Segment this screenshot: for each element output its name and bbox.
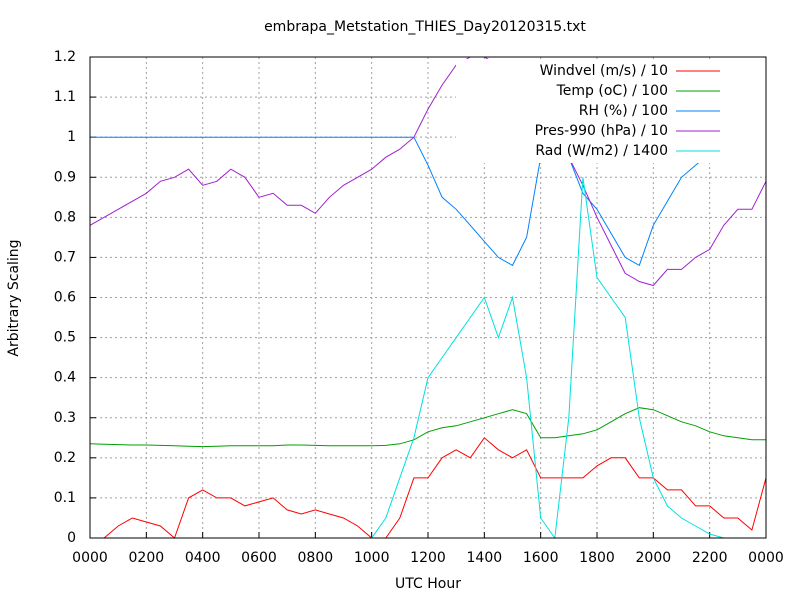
y-tick-label: 0.8: [54, 209, 76, 225]
y-axis-label: Arbitrary Scaling: [6, 239, 22, 356]
legend-label: Pres-990 (hPa) / 10: [535, 123, 668, 139]
y-tick-label: 0.5: [54, 330, 76, 346]
series-line: [89, 56, 767, 287]
x-tick-label: 2200: [692, 550, 728, 566]
x-tick-label: 0400: [185, 550, 221, 566]
x-tick-label: 0000: [748, 550, 784, 566]
x-tick-label: 0600: [241, 550, 277, 566]
legend-label: Temp (oC) / 100: [556, 83, 668, 99]
y-tick-label: 0: [67, 530, 76, 546]
x-tick-label: 0200: [129, 550, 165, 566]
y-tick-label: 0.1: [54, 490, 76, 506]
y-tick-label: 0.6: [54, 290, 76, 306]
series-line: [89, 407, 766, 448]
x-tick-label: 1600: [523, 550, 559, 566]
y-tick-label: 1.2: [54, 49, 76, 65]
x-tick-label: 0800: [298, 550, 334, 566]
x-tick-label: 1000: [354, 550, 390, 566]
y-tick-label: 0.2: [54, 450, 76, 466]
legend: Windvel (m/s) / 10 Temp (oC) / 100 RH (%) …: [456, 59, 766, 163]
y-tick-label: 1.1: [54, 89, 76, 105]
plot-border: [89, 56, 767, 539]
x-tick-label: 1200: [410, 550, 446, 566]
x-tick-label: 1400: [467, 550, 503, 566]
y-tick-label: 0.9: [54, 169, 76, 185]
legend-label: RH (%) / 100: [579, 103, 668, 119]
y-tick-label: 0.3: [54, 410, 76, 426]
series-line: [90, 136, 766, 267]
y-tick-label: 1: [67, 129, 76, 145]
y-tick-label: 0.4: [54, 370, 76, 386]
chart-title: embrapa_Metstation_THIES_Day20120315.txt: [264, 19, 586, 35]
y-tick-label: 0.7: [54, 249, 76, 265]
x-tick-label: 0000: [72, 550, 108, 566]
x-tick-label: 1800: [579, 550, 615, 566]
x-axis-label: UTC Hour: [395, 576, 461, 592]
legend-label: Windvel (m/s) / 10: [540, 63, 668, 79]
x-tick-label: 2000: [636, 550, 672, 566]
legend-label: Rad (W/m2) / 1400: [535, 143, 668, 159]
